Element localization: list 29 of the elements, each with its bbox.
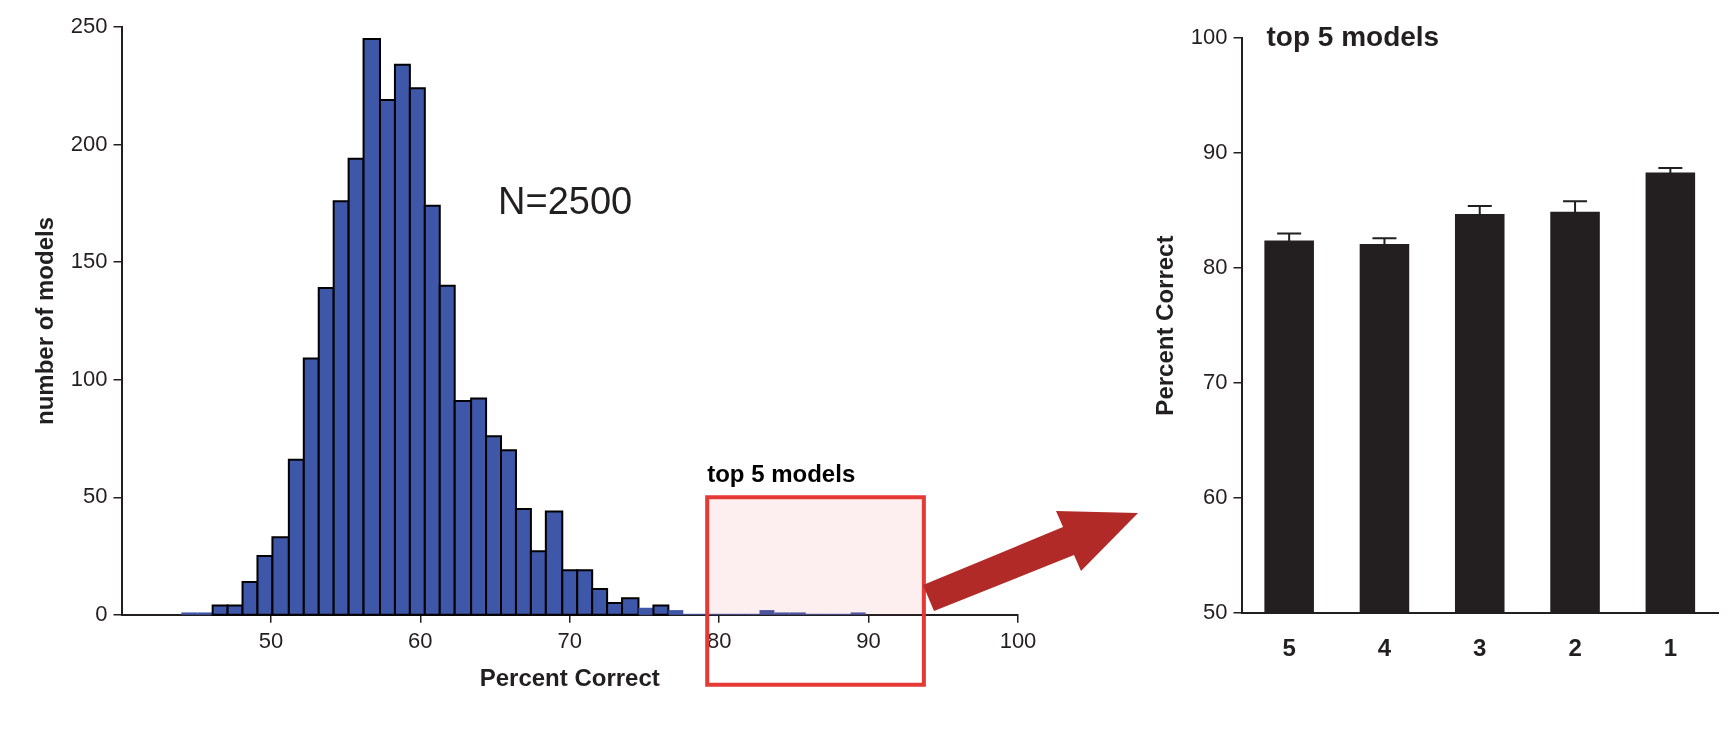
annotation: N=2500 [498, 179, 633, 222]
y-tick-label: 150 [70, 248, 108, 274]
chart-title: top 5 models [1266, 20, 1440, 52]
y-tick-label: 100 [70, 365, 108, 391]
y-tick-label: 70 [1203, 369, 1228, 395]
y-axis-title: number of models [31, 216, 59, 426]
x-tick-label: 50 [258, 628, 284, 654]
x-tick-label: 2 [1568, 634, 1582, 662]
y-axis-title: Percent Correct [1151, 235, 1179, 416]
x-tick-label: 100 [999, 628, 1037, 654]
y-tick-label: 90 [1203, 139, 1228, 165]
x-tick-label: 80 [706, 628, 732, 654]
x-axis-title: Percent Correct [479, 664, 660, 692]
y-tick-label: 60 [1203, 484, 1228, 510]
y-tick-label: 80 [1203, 254, 1228, 280]
y-tick-label: 50 [1203, 599, 1228, 625]
x-tick-label: 1 [1663, 634, 1678, 662]
x-tick-label: 90 [856, 628, 881, 654]
x-tick-label: 70 [557, 628, 582, 654]
x-tick-label: 4 [1377, 634, 1392, 662]
y-tick-label: 50 [83, 483, 108, 509]
x-tick-label: 5 [1282, 634, 1296, 662]
y-tick-label: 200 [70, 130, 108, 156]
band-label: top 5 models [707, 459, 856, 487]
y-tick-label: 0 [95, 600, 108, 626]
y-tick-label: 250 [70, 13, 108, 39]
y-tick-label: 100 [1190, 24, 1228, 50]
x-tick-label: 3 [1473, 634, 1487, 662]
x-tick-label: 60 [408, 628, 433, 654]
